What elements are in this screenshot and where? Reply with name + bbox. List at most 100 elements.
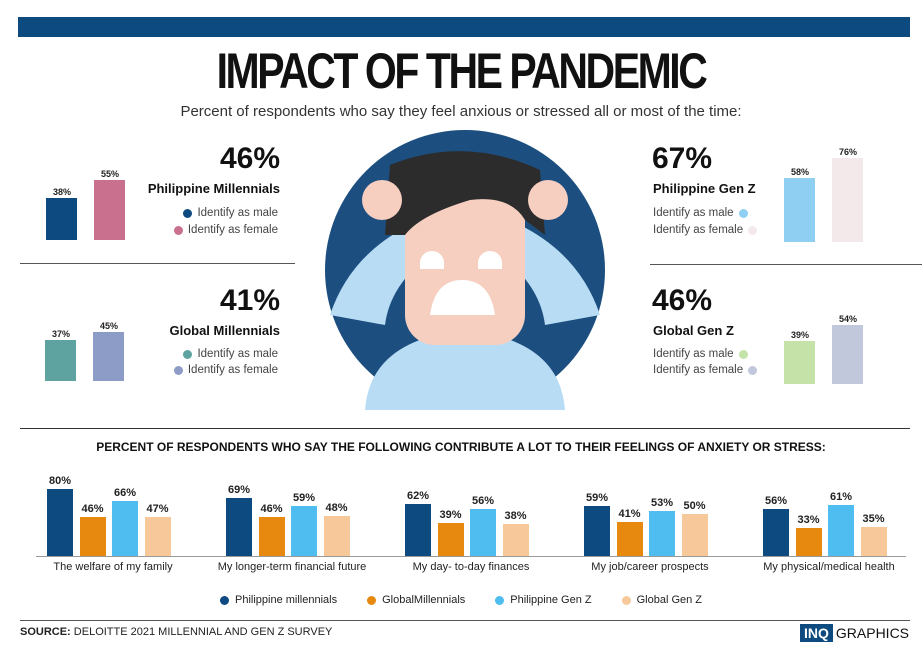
bar-label-male: 58% — [790, 167, 809, 178]
group-name: Philippine Millennials — [147, 181, 280, 196]
female-dot-icon — [173, 365, 183, 375]
chart-bar-label: 56% — [764, 494, 788, 507]
source-note: SOURCE: DELOITTE 2021 MILLENNIAL AND GEN… — [20, 626, 332, 638]
chart-bar — [112, 500, 138, 556]
bar-female — [93, 331, 124, 381]
bar-label-female: 54% — [838, 313, 857, 324]
overall-percent: 41% — [219, 284, 280, 317]
bar-male — [784, 341, 815, 384]
legend-label: Identify as male — [197, 348, 278, 360]
male-dot-icon — [183, 208, 193, 218]
chart-bar — [649, 511, 675, 556]
chart-bar — [291, 506, 317, 556]
chart-bar-label: 39% — [439, 509, 462, 522]
chart-bar — [681, 514, 708, 556]
chart-bar — [405, 503, 431, 556]
female-dot-icon — [748, 225, 758, 235]
divider — [650, 264, 922, 265]
female-dot-icon — [748, 365, 758, 375]
legend-dot-icon — [495, 595, 505, 605]
legend-male: Identify as male — [653, 348, 748, 360]
bar-male — [46, 198, 77, 240]
page-subtitle: Percent of respondents who say they feel… — [180, 103, 742, 120]
legend-item: Philippine millennials — [219, 594, 337, 606]
chart-bar-label: 46% — [260, 503, 283, 516]
chart-bar — [437, 523, 464, 556]
chart-bar — [860, 526, 887, 556]
bar-label-female: 76% — [838, 147, 857, 158]
chart-title: PERCENT OF RESPONDENTS WHO SAY THE FOLLO… — [96, 440, 826, 454]
chart-bar — [828, 504, 854, 556]
legend-label: Identify as female — [187, 224, 278, 236]
chart-bar-label: 62% — [406, 489, 430, 502]
chart-bar-label: 35% — [862, 512, 885, 525]
chart-bar-label: 50% — [683, 500, 706, 512]
legend-female: Identify as female — [150, 224, 278, 236]
bar-label-male: 39% — [790, 330, 809, 341]
chart-baseline — [36, 556, 906, 557]
legend-female: Identify as female — [653, 364, 758, 376]
page-title: IMPACT OF THE PANDEMIC — [216, 43, 708, 99]
bar-label-female: 55% — [100, 168, 119, 179]
chart-bar-label: 47% — [146, 502, 169, 515]
footer-divider — [20, 620, 910, 621]
chart-bar — [323, 515, 350, 556]
chart-bar-label: 38% — [504, 510, 527, 523]
chart-bar — [584, 506, 610, 556]
category-label: My longer-term financial future — [217, 561, 367, 573]
chart-bar — [144, 516, 171, 556]
legend-male: Identify as male — [653, 207, 748, 219]
group-name: Global Millennials — [169, 323, 280, 338]
legend-label: Identify as male — [653, 348, 734, 360]
source-label: SOURCE: — [20, 626, 71, 638]
legend-dot-icon — [367, 595, 377, 605]
stressed-person-illustration — [325, 130, 605, 410]
chart-bar-label: 33% — [797, 514, 820, 527]
bar-male — [45, 340, 76, 381]
chart-bar — [616, 521, 643, 556]
chart-bar-label: 59% — [585, 492, 609, 505]
chart-bar — [258, 517, 285, 556]
chart-bar-label: 48% — [325, 501, 348, 514]
overall-percent: 46% — [652, 284, 713, 317]
chart-bar-label: 41% — [618, 507, 641, 520]
category-label: My physical/medical health — [763, 561, 895, 573]
category-label: My job/career prospects — [591, 561, 709, 573]
chart-bar-label: 59% — [292, 492, 316, 505]
legend-label: Philippine Gen Z — [510, 594, 592, 606]
chart-bar — [47, 488, 73, 556]
logo-inq: INQ — [800, 624, 833, 642]
group-name: Philippine Gen Z — [653, 181, 756, 196]
top-banner — [18, 17, 910, 37]
chart-bar-label: 53% — [650, 497, 674, 510]
legend-label: Identify as female — [653, 224, 744, 236]
bar-label-male: 38% — [52, 187, 71, 198]
chart-bar-label: 61% — [829, 490, 853, 503]
legend-item: Philippine Gen Z — [495, 594, 592, 606]
legend-label: Identify as male — [197, 207, 278, 219]
category-label: My day- to-day finances — [412, 561, 530, 573]
group-name: Global Gen Z — [653, 323, 734, 338]
legend-label: Global Gen Z — [636, 594, 703, 606]
bar-female — [832, 158, 863, 242]
chart-bar — [79, 517, 106, 556]
male-dot-icon — [183, 349, 193, 359]
legend-female: Identify as female — [653, 224, 758, 236]
chart-bar-label: 66% — [113, 486, 137, 499]
legend-item: GlobalMillennials — [367, 594, 465, 606]
legend-item: Global Gen Z — [621, 594, 703, 606]
chart-bar — [470, 508, 496, 556]
male-dot-icon — [738, 208, 748, 218]
logo-graphics: GRAPHICS — [835, 625, 910, 641]
legend-dot-icon — [621, 595, 631, 605]
inq-graphics-logo: INQ GRAPHICS — [800, 624, 909, 642]
chart-legend: Philippine millennials GlobalMillennials P… — [0, 594, 922, 606]
legend-female: Identify as female — [150, 364, 278, 376]
legend-label: Identify as female — [187, 364, 278, 376]
section-divider — [20, 428, 910, 429]
male-dot-icon — [738, 349, 748, 359]
chart-bar-label: 46% — [81, 503, 104, 516]
bar-male — [784, 178, 815, 242]
category-label: The welfare of my family — [53, 561, 173, 573]
bar-female — [94, 179, 125, 240]
